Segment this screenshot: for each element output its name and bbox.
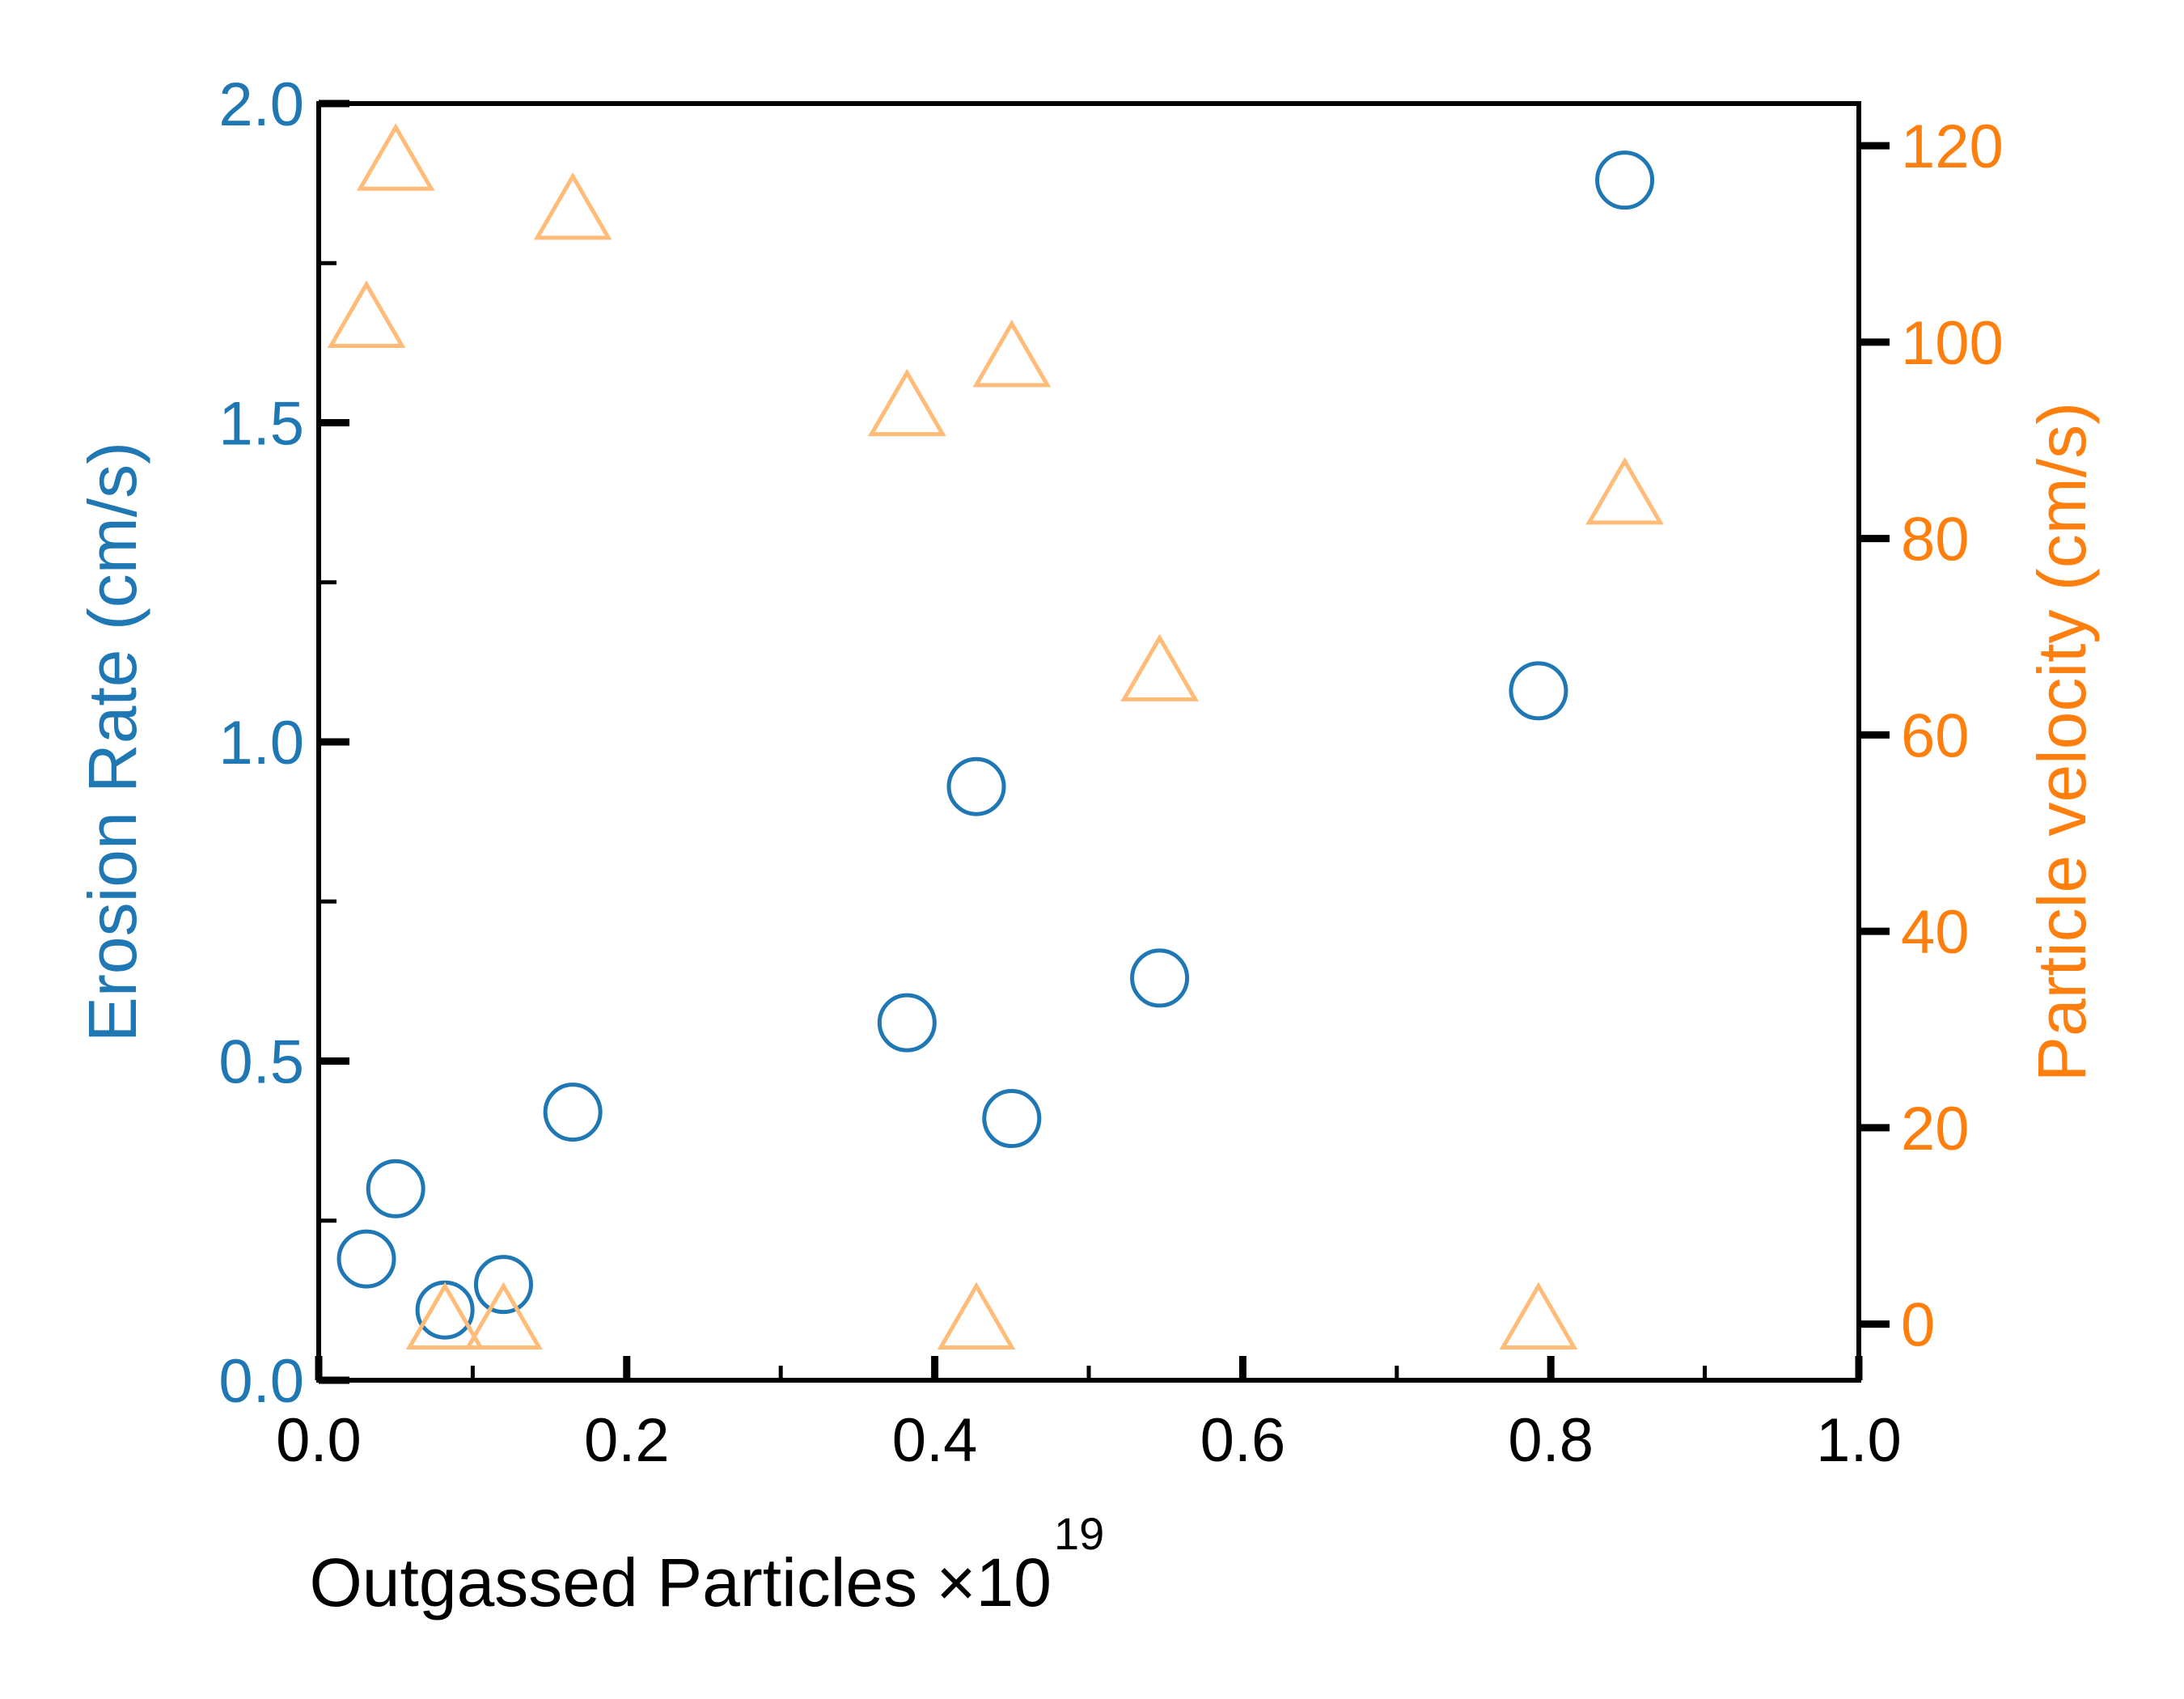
- particle-velocity-point: [1120, 633, 1199, 701]
- axis-ticks: [315, 100, 1890, 1384]
- x-tick-label: 0.4: [892, 1406, 978, 1475]
- erosion-rate-point: [982, 1089, 1042, 1149]
- erosion-rate-point: [543, 1083, 603, 1142]
- data-marks: [327, 123, 1664, 1350]
- y-right-tick-label: 0: [1901, 1291, 1935, 1360]
- y-left-tick-label: 0.0: [218, 1347, 304, 1416]
- plot-frame: [316, 101, 1861, 1383]
- x-axis-title: Outgassed Particles ×10: [309, 1544, 1052, 1621]
- erosion-rate-point: [946, 756, 1006, 816]
- y-right-tick-label: 60: [1901, 701, 1970, 770]
- erosion-rate-point: [1130, 948, 1190, 1008]
- y-right-tick-label: 40: [1901, 898, 1970, 967]
- y-right-tick-label: 80: [1901, 506, 1970, 574]
- y-right-tick-label: 20: [1901, 1095, 1970, 1163]
- particle-velocity-point: [327, 280, 406, 348]
- left-axis-title: Erosion Rate (cm/s): [74, 442, 150, 1042]
- right-axis-title: Particle velocity (cm/s): [2024, 402, 2100, 1082]
- particle-velocity-point: [972, 320, 1052, 388]
- erosion-rate-point: [366, 1159, 425, 1218]
- x-tick-label: 0.0: [276, 1406, 362, 1475]
- x-tick-label: 1.0: [1816, 1406, 1902, 1475]
- particle-velocity-point: [464, 1282, 543, 1350]
- x-tick-label: 0.8: [1508, 1406, 1594, 1475]
- x-tick-label: 0.2: [584, 1406, 670, 1475]
- particle-velocity-point: [1585, 456, 1664, 525]
- particle-velocity-point: [867, 368, 946, 437]
- tick-labels: 0.0 0.2 0.4 0.6 0.8 1.0 0.0 0.5 1.0 1.5 2.0 0 20 40 60…: [218, 70, 2003, 1475]
- erosion-rate-point: [1595, 150, 1655, 210]
- particle-velocity-point: [356, 123, 435, 191]
- x-axis-title-exponent: 19: [1054, 1508, 1104, 1559]
- particle-velocity-point: [937, 1282, 1016, 1350]
- y-left-tick-label: 2.0: [218, 70, 304, 139]
- erosion-rate-point: [473, 1255, 533, 1315]
- erosion-rate-point: [336, 1229, 396, 1289]
- particle-velocity-point: [1499, 1282, 1578, 1350]
- y-right-tick-label: 100: [1901, 309, 2004, 378]
- y-left-tick-label: 1.5: [218, 390, 304, 459]
- x-tick-label: 0.6: [1200, 1406, 1286, 1475]
- particle-velocity-point: [405, 1282, 485, 1350]
- erosion-rate-point: [1509, 661, 1568, 721]
- erosion-rate-point: [877, 993, 937, 1053]
- erosion-rate-point: [415, 1280, 475, 1340]
- particle-velocity-point: [533, 172, 612, 240]
- y-right-tick-label: 120: [1901, 112, 2004, 181]
- y-left-tick-label: 0.5: [218, 1028, 304, 1097]
- y-left-tick-label: 1.0: [218, 709, 304, 777]
